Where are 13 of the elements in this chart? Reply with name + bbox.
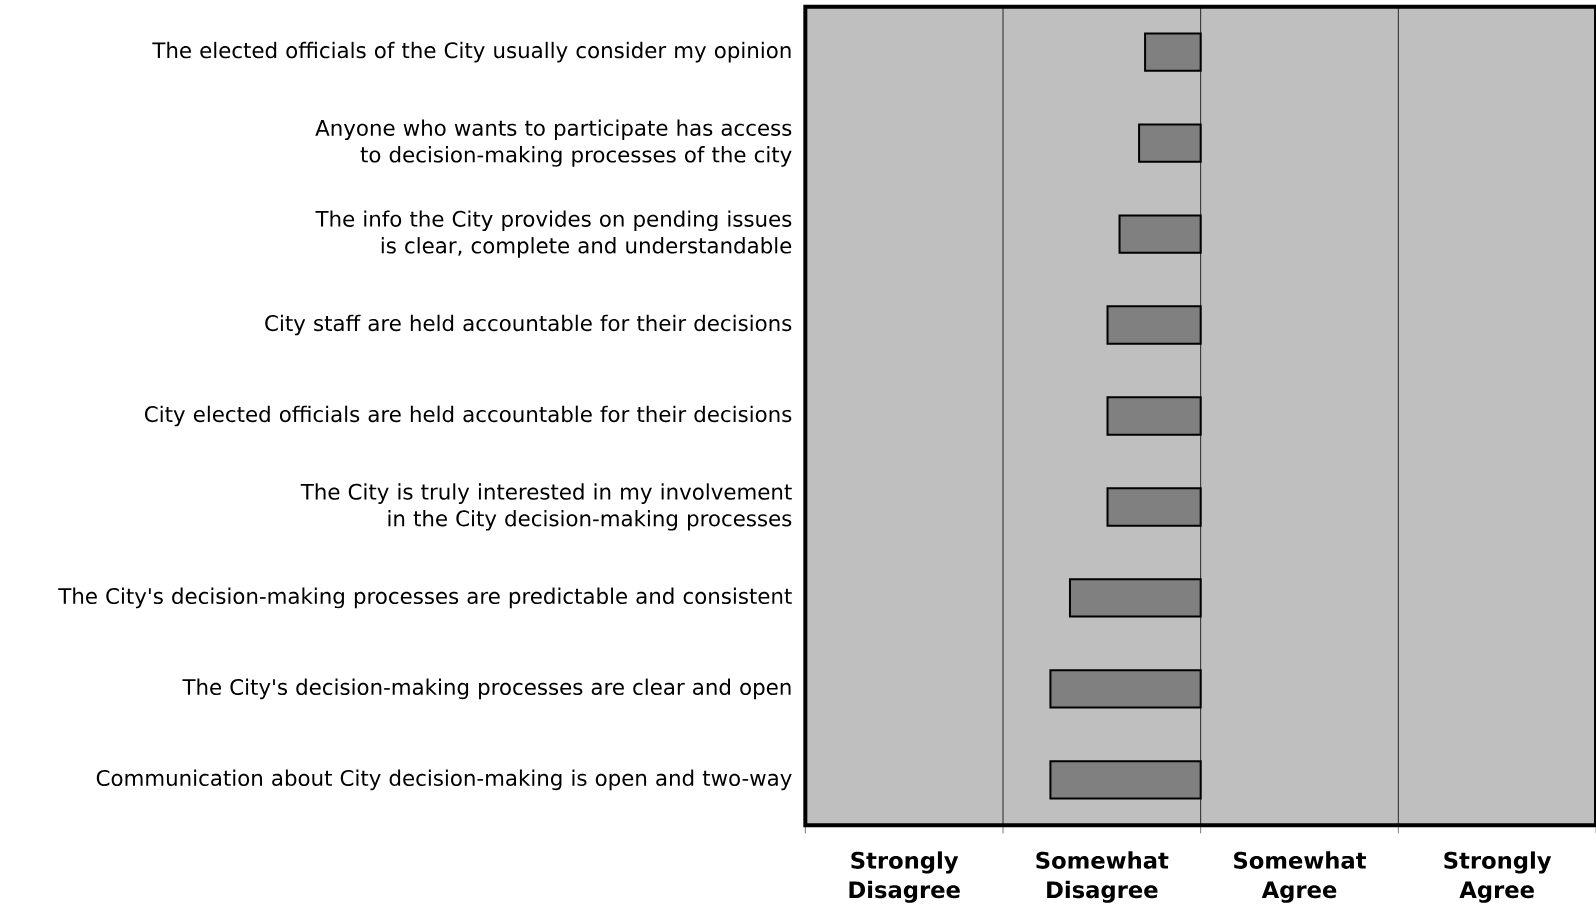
y-tick-label: City elected officials are held accountable for their decisions xyxy=(145,405,792,427)
y-tick-label: The City is truly interested in my involvement in the City decision-making processes xyxy=(300,483,792,531)
y-tick-label: Communication about City decision-making is open and two-way xyxy=(96,769,792,791)
text: Strongly Disagree xyxy=(849,851,960,903)
y-tick-label: Anyone who wants to participate has access to decision-making processes of the city xyxy=(315,119,792,167)
y-tick-label: The City's decision-making processes are predictable and consistent xyxy=(58,587,792,609)
y-tick-label: City staff are held accountable for their decisions xyxy=(265,314,792,336)
text: Somewhat Agree xyxy=(1234,851,1367,903)
text: Strongly Agree xyxy=(1444,851,1552,903)
y-tick-label: The info the City provides on pending issues is clear, complete and understandable xyxy=(315,210,792,258)
y-tick-label: The elected officials of the City usually consider my opinion xyxy=(152,42,791,63)
text: Somewhat Disagree xyxy=(1036,851,1169,903)
y-tick-label: The City's decision-making processes are clear and open xyxy=(182,678,791,700)
